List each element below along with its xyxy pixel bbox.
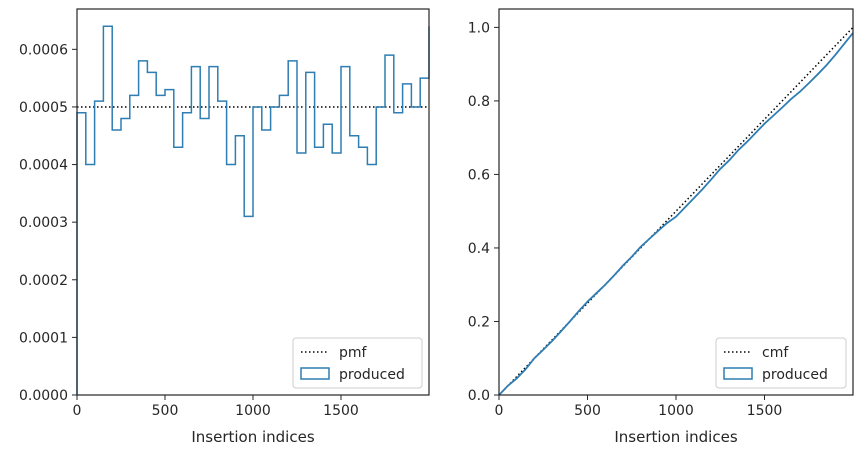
x-tick-label: 500 [152, 403, 179, 419]
legend-label-produced: produced [762, 367, 828, 383]
y-tick-label: 0.6 [468, 167, 490, 183]
y-tick-label: 0.0000 [19, 388, 68, 404]
legend-swatch-produced [300, 367, 330, 380]
cmf-cumulative-panel: 0 500 1000 1500 0.0 0.2 0.4 0.6 0.8 1.0 Insertion … [468, 8, 854, 446]
legend-swatch-produced [723, 367, 753, 380]
legend-box [715, 337, 847, 389]
y-tick-label: 0.0006 [19, 42, 68, 58]
series-produced-line [76, 25, 430, 395]
x-axis-label: Insertion indices [614, 428, 737, 446]
axes-frame [498, 8, 854, 396]
series-produced-line [498, 32, 854, 396]
y-tick-label: 0.0 [468, 388, 490, 404]
x-tick-label: 0 [73, 403, 82, 419]
y-tick-label: 0.0003 [19, 215, 68, 231]
y-tick-label: 0.8 [468, 94, 490, 110]
y-tick-label: 0.4 [468, 241, 490, 257]
legend-label-pmf: pmf [339, 345, 368, 361]
legend: pmf produced [292, 337, 423, 389]
x-tick-label: 1000 [235, 403, 271, 419]
x-tick-label: 1500 [323, 403, 359, 419]
legend-label-cmf: cmf [762, 345, 789, 361]
x-tick-label: 0 [495, 403, 504, 419]
x-axis-label: Insertion indices [191, 428, 314, 446]
y-tick-label: 0.2 [468, 314, 490, 330]
y-tick-label: 0.0004 [19, 158, 68, 174]
y-tick-label: 0.0002 [19, 273, 68, 289]
x-tick-label: 1500 [747, 403, 783, 419]
x-tick-label: 1000 [658, 403, 694, 419]
legend-label-produced: produced [339, 367, 405, 383]
y-tick-label: 0.0005 [19, 100, 68, 116]
x-tick-label: 500 [574, 403, 601, 419]
legend-box [292, 337, 423, 389]
y-tick-label: 1.0 [468, 20, 490, 36]
y-tick-label: 0.0001 [19, 330, 68, 346]
legend: cmf produced [715, 337, 847, 389]
pmf-histogram-panel: 0 500 1000 1500 0.0000 0.0001 0.0002 0.0003 0.00… [19, 8, 430, 446]
